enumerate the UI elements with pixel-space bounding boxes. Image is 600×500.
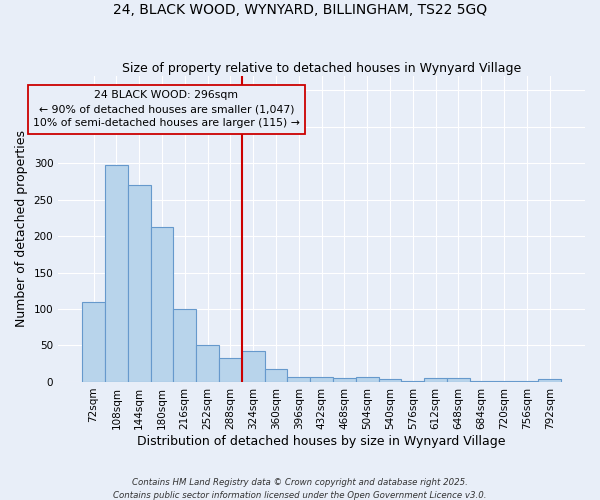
Bar bbox=[310, 377, 333, 382]
Bar bbox=[333, 378, 356, 382]
Bar bbox=[379, 379, 401, 382]
Bar bbox=[515, 381, 538, 382]
Bar bbox=[287, 377, 310, 382]
Bar bbox=[538, 379, 561, 382]
Bar bbox=[151, 226, 173, 382]
Bar bbox=[196, 346, 219, 382]
Bar bbox=[242, 352, 265, 382]
Text: 24, BLACK WOOD, WYNYARD, BILLINGHAM, TS22 5GQ: 24, BLACK WOOD, WYNYARD, BILLINGHAM, TS2… bbox=[113, 2, 487, 16]
Bar bbox=[105, 164, 128, 382]
Y-axis label: Number of detached properties: Number of detached properties bbox=[15, 130, 28, 328]
Text: Contains HM Land Registry data © Crown copyright and database right 2025.
Contai: Contains HM Land Registry data © Crown c… bbox=[113, 478, 487, 500]
Bar bbox=[265, 369, 287, 382]
Bar bbox=[128, 185, 151, 382]
Bar bbox=[470, 381, 493, 382]
Bar bbox=[401, 381, 424, 382]
Text: 24 BLACK WOOD: 296sqm
← 90% of detached houses are smaller (1,047)
10% of semi-d: 24 BLACK WOOD: 296sqm ← 90% of detached … bbox=[33, 90, 300, 128]
Bar bbox=[356, 377, 379, 382]
Bar bbox=[424, 378, 447, 382]
Bar bbox=[493, 381, 515, 382]
Title: Size of property relative to detached houses in Wynyard Village: Size of property relative to detached ho… bbox=[122, 62, 521, 74]
X-axis label: Distribution of detached houses by size in Wynyard Village: Distribution of detached houses by size … bbox=[137, 434, 506, 448]
Bar bbox=[447, 378, 470, 382]
Bar bbox=[219, 358, 242, 382]
Bar bbox=[82, 302, 105, 382]
Bar bbox=[173, 309, 196, 382]
